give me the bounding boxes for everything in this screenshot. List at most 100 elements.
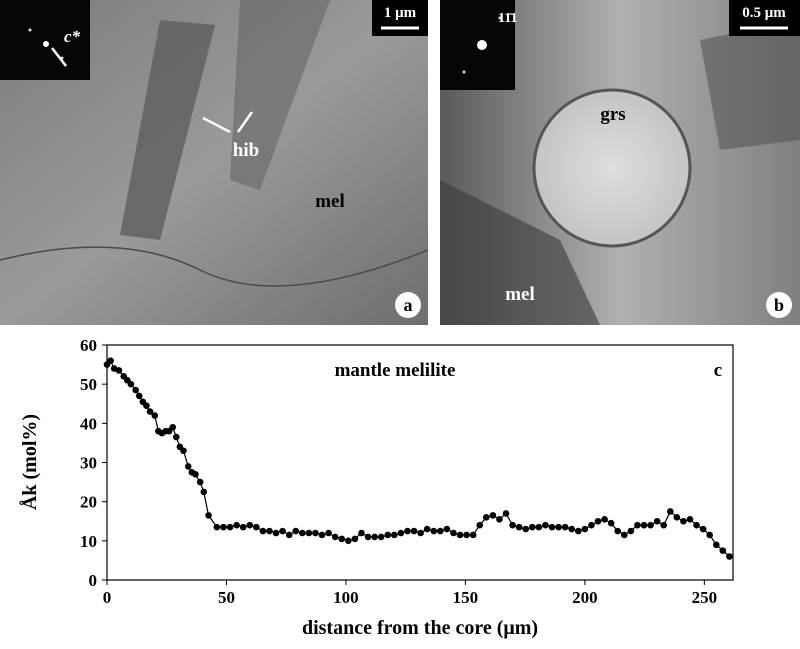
data-point: [588, 521, 595, 529]
y-tick-label: 0: [89, 571, 98, 590]
data-point: [143, 402, 150, 410]
dark-region: [700, 20, 800, 150]
data-point: [443, 525, 451, 533]
data-point: [325, 529, 332, 537]
phase-label: grs: [600, 104, 625, 125]
data-point: [699, 525, 707, 533]
data-point: [180, 447, 187, 455]
x-tick-label: 50: [218, 588, 235, 607]
y-tick-label: 60: [80, 336, 97, 355]
data-point: [259, 527, 267, 535]
data-point: [410, 527, 418, 535]
data-point: [364, 533, 372, 541]
x-tick-label: 250: [692, 588, 718, 607]
spot: [462, 70, 466, 74]
spot: [477, 40, 487, 50]
data-point: [548, 523, 556, 531]
data-point: [397, 529, 405, 537]
panel-badge: [395, 292, 421, 318]
spot: [498, 16, 502, 20]
crystal-shape: [230, 0, 330, 190]
x-tick-label: 200: [572, 588, 598, 607]
data-point: [351, 535, 359, 543]
data-point: [318, 531, 326, 539]
scale-bar-label: 0.5 μm: [742, 5, 786, 21]
diffraction-inset: [0, 0, 90, 80]
data-point: [574, 527, 582, 535]
data-point: [496, 515, 503, 523]
data-point: [127, 380, 135, 388]
data-point: [581, 525, 589, 533]
data-point: [417, 529, 424, 537]
phase-label: mel: [505, 284, 535, 305]
data-point: [115, 367, 123, 374]
inset-label: c*: [64, 27, 81, 46]
phase-label: mel: [315, 191, 345, 212]
data-point: [404, 527, 411, 535]
x-axis-label: distance from the core (μm): [302, 617, 538, 639]
data-point: [192, 470, 199, 478]
data-point: [614, 527, 622, 535]
data-point: [568, 525, 576, 533]
data-point: [528, 523, 536, 531]
data-point: [331, 533, 339, 541]
inset-label: 11̄1: [498, 11, 517, 26]
x-tick-label: 100: [333, 588, 359, 607]
spot: [43, 41, 49, 47]
data-point: [146, 408, 154, 415]
data-point: [483, 514, 490, 521]
data-point: [151, 412, 159, 419]
spot: [28, 28, 32, 32]
data-point: [196, 478, 204, 486]
data-point: [712, 541, 720, 549]
data-point: [620, 531, 628, 539]
x-tick-label: 150: [453, 588, 479, 607]
data-point: [594, 517, 602, 525]
panel-label: c: [714, 360, 722, 381]
data-point: [463, 531, 470, 539]
scale-bar-label: 1 μm: [384, 5, 417, 21]
data-point: [233, 521, 240, 529]
panel-a: c* 1 μm hib mel a: [0, 0, 429, 325]
data-point: [239, 523, 247, 531]
panel-label: b: [774, 295, 784, 315]
data-point: [266, 527, 273, 535]
data-point: [706, 531, 714, 539]
data-point: [213, 523, 221, 531]
data-point: [456, 531, 464, 539]
chart: mantle melilite c distance from the core…: [18, 336, 734, 639]
data-point: [135, 392, 143, 400]
data-point: [423, 525, 431, 533]
garnet-grain: [532, 88, 692, 248]
data-line: [106, 359, 730, 557]
data-point: [502, 510, 510, 517]
arrow: [51, 47, 67, 67]
data-point: [377, 533, 385, 541]
data-point: [107, 357, 114, 364]
data-point: [132, 386, 139, 394]
data-point: [640, 521, 648, 529]
data-point: [430, 527, 438, 535]
y-tick-label: 50: [80, 375, 97, 394]
data-point: [279, 527, 286, 535]
data-point: [299, 529, 306, 537]
data-point: [172, 433, 180, 441]
phase-label: hib: [233, 140, 259, 161]
crystal-shape: [120, 20, 215, 240]
data-point: [476, 521, 484, 529]
data-point: [693, 521, 700, 529]
data-point: [686, 515, 694, 523]
data-point: [437, 527, 444, 535]
data-point: [184, 463, 192, 470]
arrow: [236, 111, 254, 133]
data-point: [226, 523, 234, 531]
data-point: [253, 523, 260, 531]
data-point: [391, 531, 398, 539]
data-point: [345, 537, 352, 545]
y-tick-label: 40: [80, 414, 97, 433]
data-point: [371, 533, 378, 541]
data-point: [680, 517, 687, 525]
data-point: [312, 529, 319, 537]
